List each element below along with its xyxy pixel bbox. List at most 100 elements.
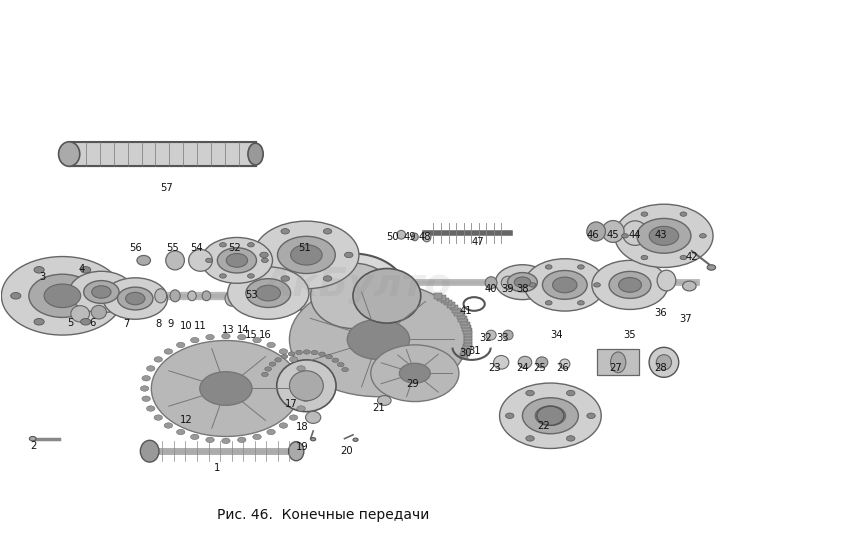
Ellipse shape <box>59 142 80 167</box>
Circle shape <box>154 415 162 420</box>
Text: 44: 44 <box>629 230 642 239</box>
Circle shape <box>586 413 595 419</box>
Text: 19: 19 <box>296 442 309 453</box>
Circle shape <box>615 204 713 267</box>
Circle shape <box>302 396 310 402</box>
Circle shape <box>260 252 269 258</box>
Circle shape <box>237 334 246 340</box>
Bar <box>462 325 471 330</box>
Text: 29: 29 <box>406 379 419 389</box>
Text: 50: 50 <box>387 232 399 242</box>
Ellipse shape <box>486 330 496 340</box>
Ellipse shape <box>518 356 532 368</box>
Text: 7: 7 <box>123 319 130 329</box>
Circle shape <box>641 212 648 216</box>
Circle shape <box>680 255 687 260</box>
Ellipse shape <box>188 291 196 301</box>
Ellipse shape <box>258 301 268 313</box>
Circle shape <box>267 342 275 347</box>
Text: 3: 3 <box>39 272 45 282</box>
Text: 43: 43 <box>654 230 666 239</box>
Text: 4: 4 <box>79 264 85 273</box>
Circle shape <box>344 252 353 258</box>
Ellipse shape <box>91 305 106 319</box>
Ellipse shape <box>225 291 239 306</box>
Ellipse shape <box>310 437 315 441</box>
Bar <box>463 328 472 334</box>
Circle shape <box>275 358 281 362</box>
Bar <box>450 305 458 310</box>
Circle shape <box>281 276 290 281</box>
Circle shape <box>117 287 153 310</box>
Circle shape <box>524 259 605 311</box>
Bar <box>444 300 452 305</box>
Text: 8: 8 <box>155 319 162 329</box>
Circle shape <box>542 271 587 299</box>
Circle shape <box>536 406 565 426</box>
Text: АкБулто: АкБулто <box>263 266 452 304</box>
Ellipse shape <box>248 143 264 165</box>
Text: 32: 32 <box>479 333 492 344</box>
Circle shape <box>641 255 648 260</box>
Circle shape <box>154 357 162 362</box>
Circle shape <box>297 406 305 411</box>
Circle shape <box>190 338 199 343</box>
Ellipse shape <box>298 254 408 338</box>
Text: 38: 38 <box>516 284 529 294</box>
Circle shape <box>337 362 344 367</box>
Ellipse shape <box>71 306 89 322</box>
Bar <box>456 313 465 319</box>
Bar <box>464 334 473 340</box>
Text: 14: 14 <box>236 324 249 335</box>
Circle shape <box>523 398 578 434</box>
Text: 28: 28 <box>654 363 667 373</box>
Circle shape <box>177 342 185 347</box>
Circle shape <box>252 338 261 343</box>
Circle shape <box>371 345 459 402</box>
Circle shape <box>526 436 535 441</box>
Circle shape <box>226 254 247 267</box>
Text: 35: 35 <box>624 330 637 340</box>
Circle shape <box>526 390 535 396</box>
Text: 30: 30 <box>459 348 472 358</box>
Circle shape <box>332 358 339 362</box>
Ellipse shape <box>707 265 716 270</box>
Circle shape <box>311 350 318 355</box>
Text: 16: 16 <box>259 330 272 340</box>
Ellipse shape <box>657 270 676 291</box>
Circle shape <box>218 248 257 273</box>
Circle shape <box>190 434 199 439</box>
Circle shape <box>281 354 288 358</box>
Circle shape <box>103 278 167 319</box>
Circle shape <box>2 256 123 335</box>
Bar <box>462 322 470 328</box>
Text: 31: 31 <box>468 346 480 356</box>
Circle shape <box>566 390 575 396</box>
Text: 10: 10 <box>179 321 192 331</box>
Text: 45: 45 <box>607 230 620 239</box>
Circle shape <box>290 282 468 397</box>
Circle shape <box>206 258 212 262</box>
Circle shape <box>219 243 226 247</box>
Bar <box>434 293 442 299</box>
Bar <box>464 341 472 346</box>
Ellipse shape <box>277 360 336 412</box>
Text: 41: 41 <box>459 306 472 316</box>
Text: 26: 26 <box>556 363 569 373</box>
Text: 39: 39 <box>502 284 514 294</box>
Circle shape <box>546 265 552 269</box>
Bar <box>458 316 467 322</box>
Circle shape <box>44 284 81 307</box>
Text: 57: 57 <box>160 183 173 193</box>
Text: 27: 27 <box>609 363 622 373</box>
Ellipse shape <box>494 356 509 369</box>
Bar <box>460 319 468 324</box>
Text: 22: 22 <box>537 420 550 431</box>
Text: 12: 12 <box>179 415 192 425</box>
Text: 17: 17 <box>285 399 297 409</box>
Text: 55: 55 <box>166 243 178 253</box>
Circle shape <box>177 429 185 435</box>
Circle shape <box>247 274 254 278</box>
Circle shape <box>680 212 687 216</box>
Ellipse shape <box>189 249 212 271</box>
